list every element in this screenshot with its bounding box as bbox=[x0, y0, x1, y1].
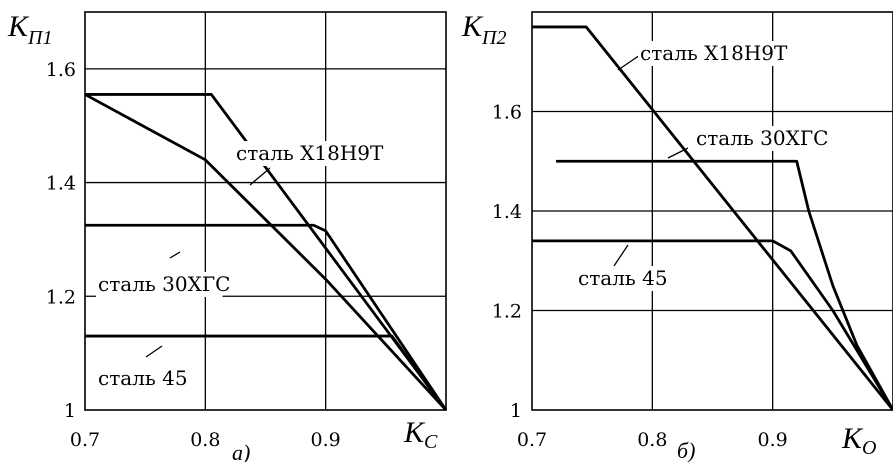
label-steel-x18n9t: сталь Х18Н9Т bbox=[640, 41, 788, 65]
y-axis-title-main: K bbox=[7, 10, 30, 43]
y-tick-label: 1.2 bbox=[46, 286, 76, 308]
x-tick-label: 0.8 bbox=[637, 429, 667, 451]
y-tick-label: 1.4 bbox=[46, 173, 76, 195]
label-steel-45: сталь 45 bbox=[578, 266, 668, 290]
label-background bbox=[96, 366, 188, 391]
label-steel-45: сталь 45 bbox=[98, 366, 188, 390]
y-tick-label: 1.6 bbox=[492, 102, 522, 124]
x-tick-label: 0.7 bbox=[70, 429, 100, 451]
series-line bbox=[532, 239, 893, 411]
label-leader bbox=[249, 167, 271, 186]
panel-label: б) bbox=[677, 438, 695, 462]
y-tick-label: 1 bbox=[510, 400, 522, 422]
label-background bbox=[694, 126, 821, 151]
label-background bbox=[96, 272, 223, 297]
x-axis-title-main: K bbox=[403, 416, 426, 449]
grid bbox=[532, 12, 893, 410]
label-background bbox=[576, 266, 668, 291]
y-tick-label: 1.2 bbox=[492, 301, 522, 323]
label-background bbox=[234, 141, 372, 166]
label-steel-x18n9t: сталь Х18Н9Т bbox=[236, 141, 384, 165]
x-tick-label: 0.8 bbox=[190, 429, 220, 451]
label-leader bbox=[145, 345, 163, 358]
x-tick-label: 0.7 bbox=[517, 429, 547, 451]
plot-frame bbox=[84, 11, 447, 411]
series-line bbox=[84, 93, 448, 411]
series-line bbox=[532, 25, 893, 411]
x-axis-title: KO bbox=[841, 422, 876, 459]
series-line bbox=[85, 334, 448, 411]
x-axis-title: KC bbox=[403, 416, 438, 453]
x-axis-title-sub: C bbox=[424, 431, 438, 453]
series-line bbox=[85, 223, 448, 411]
label-leader bbox=[169, 251, 181, 259]
panel-label: а) bbox=[232, 440, 250, 462]
label-steel-30xgs: сталь 30ХГС bbox=[98, 272, 230, 296]
panel-b: 0.7 0.8 0.9 1 1.2 1.4 1.6 сталь Х18Н9Т сталь 30Х… bbox=[461, 10, 893, 462]
y-axis-title-sub: П2 bbox=[481, 27, 506, 49]
y-axis-title: KП1 bbox=[7, 10, 52, 49]
y-tick-label: 1.4 bbox=[492, 201, 522, 223]
series-line bbox=[85, 93, 448, 411]
plot-frame bbox=[531, 11, 893, 411]
label-leader bbox=[617, 54, 641, 71]
x-axis-title-main: K bbox=[841, 422, 864, 455]
x-tick-label: 0.9 bbox=[758, 429, 788, 451]
label-leader bbox=[613, 244, 629, 267]
label-steel-30xgs: сталь 30ХГС bbox=[696, 126, 828, 150]
panel-a: 0.7 0.8 0.9 1 1.2 1.4 1.6 сталь Х18Н9Т сталь 30Х… bbox=[7, 10, 448, 462]
y-axis-title-sub: П1 bbox=[27, 27, 52, 49]
label-background bbox=[638, 41, 776, 66]
x-tick-label: 0.9 bbox=[311, 429, 341, 451]
series-line bbox=[556, 159, 893, 411]
x-axis-title-sub: O bbox=[862, 437, 876, 459]
y-axis-title-main: K bbox=[461, 10, 484, 43]
y-tick-label: 1.6 bbox=[46, 59, 76, 81]
y-tick-label: 1 bbox=[64, 400, 76, 422]
label-leader bbox=[667, 147, 689, 159]
y-axis-title: KП2 bbox=[461, 10, 506, 49]
